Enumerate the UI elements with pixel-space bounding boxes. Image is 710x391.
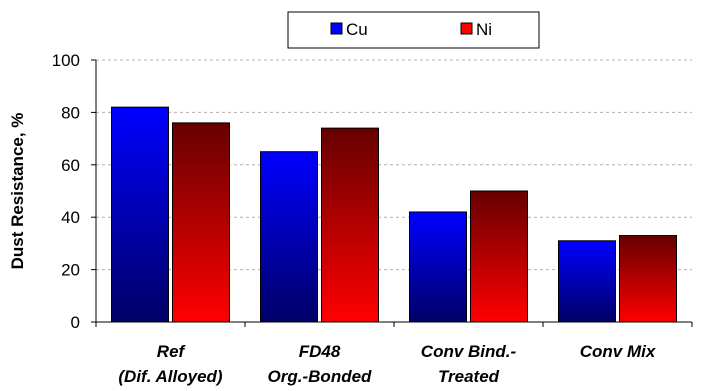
y-tick-label: 60 <box>61 156 80 175</box>
y-tick-label: 40 <box>61 208 80 227</box>
x-category-label: FD48 <box>299 342 341 361</box>
x-category-label: Org.-Bonded <box>268 367 372 386</box>
bar-cu-2 <box>260 151 318 323</box>
x-category-label: (Dif. Alloyed) <box>118 367 223 386</box>
x-category-label: Treated <box>438 367 500 386</box>
y-axis-title: Dust Resistance, % <box>8 113 27 270</box>
legend-label-cu: Cu <box>346 20 368 39</box>
legend-label-ni: Ni <box>476 20 492 39</box>
legend: Cu Ni <box>287 11 540 49</box>
y-tick-label: 0 <box>71 313 80 332</box>
bar-cu-3 <box>409 211 467 323</box>
y-tick-label: 80 <box>61 103 80 122</box>
y-tick-label: 100 <box>52 51 80 70</box>
y-tick-labels: 0 20 40 60 80 100 <box>52 51 80 332</box>
bar-ni-1 <box>172 122 230 323</box>
x-category-label: Conv Mix <box>580 342 657 361</box>
bar-cu-1 <box>111 106 169 323</box>
bar-ni-3 <box>470 190 528 323</box>
bar-ni-4 <box>619 235 677 323</box>
bar-cu-4 <box>558 240 616 323</box>
axes <box>91 59 693 327</box>
legend-swatch-ni <box>460 22 473 35</box>
legend-swatch-cu <box>330 22 343 35</box>
x-category-labels: Ref (Dif. Alloyed) FD48 Org.-Bonded Conv Bin… <box>118 342 656 386</box>
y-tick-label: 20 <box>61 261 80 280</box>
legend-box <box>287 11 540 49</box>
bar-ni-2 <box>321 127 379 323</box>
x-category-label: Conv Bind.- <box>421 342 517 361</box>
x-category-label: Ref <box>157 342 187 361</box>
bars <box>111 106 677 323</box>
